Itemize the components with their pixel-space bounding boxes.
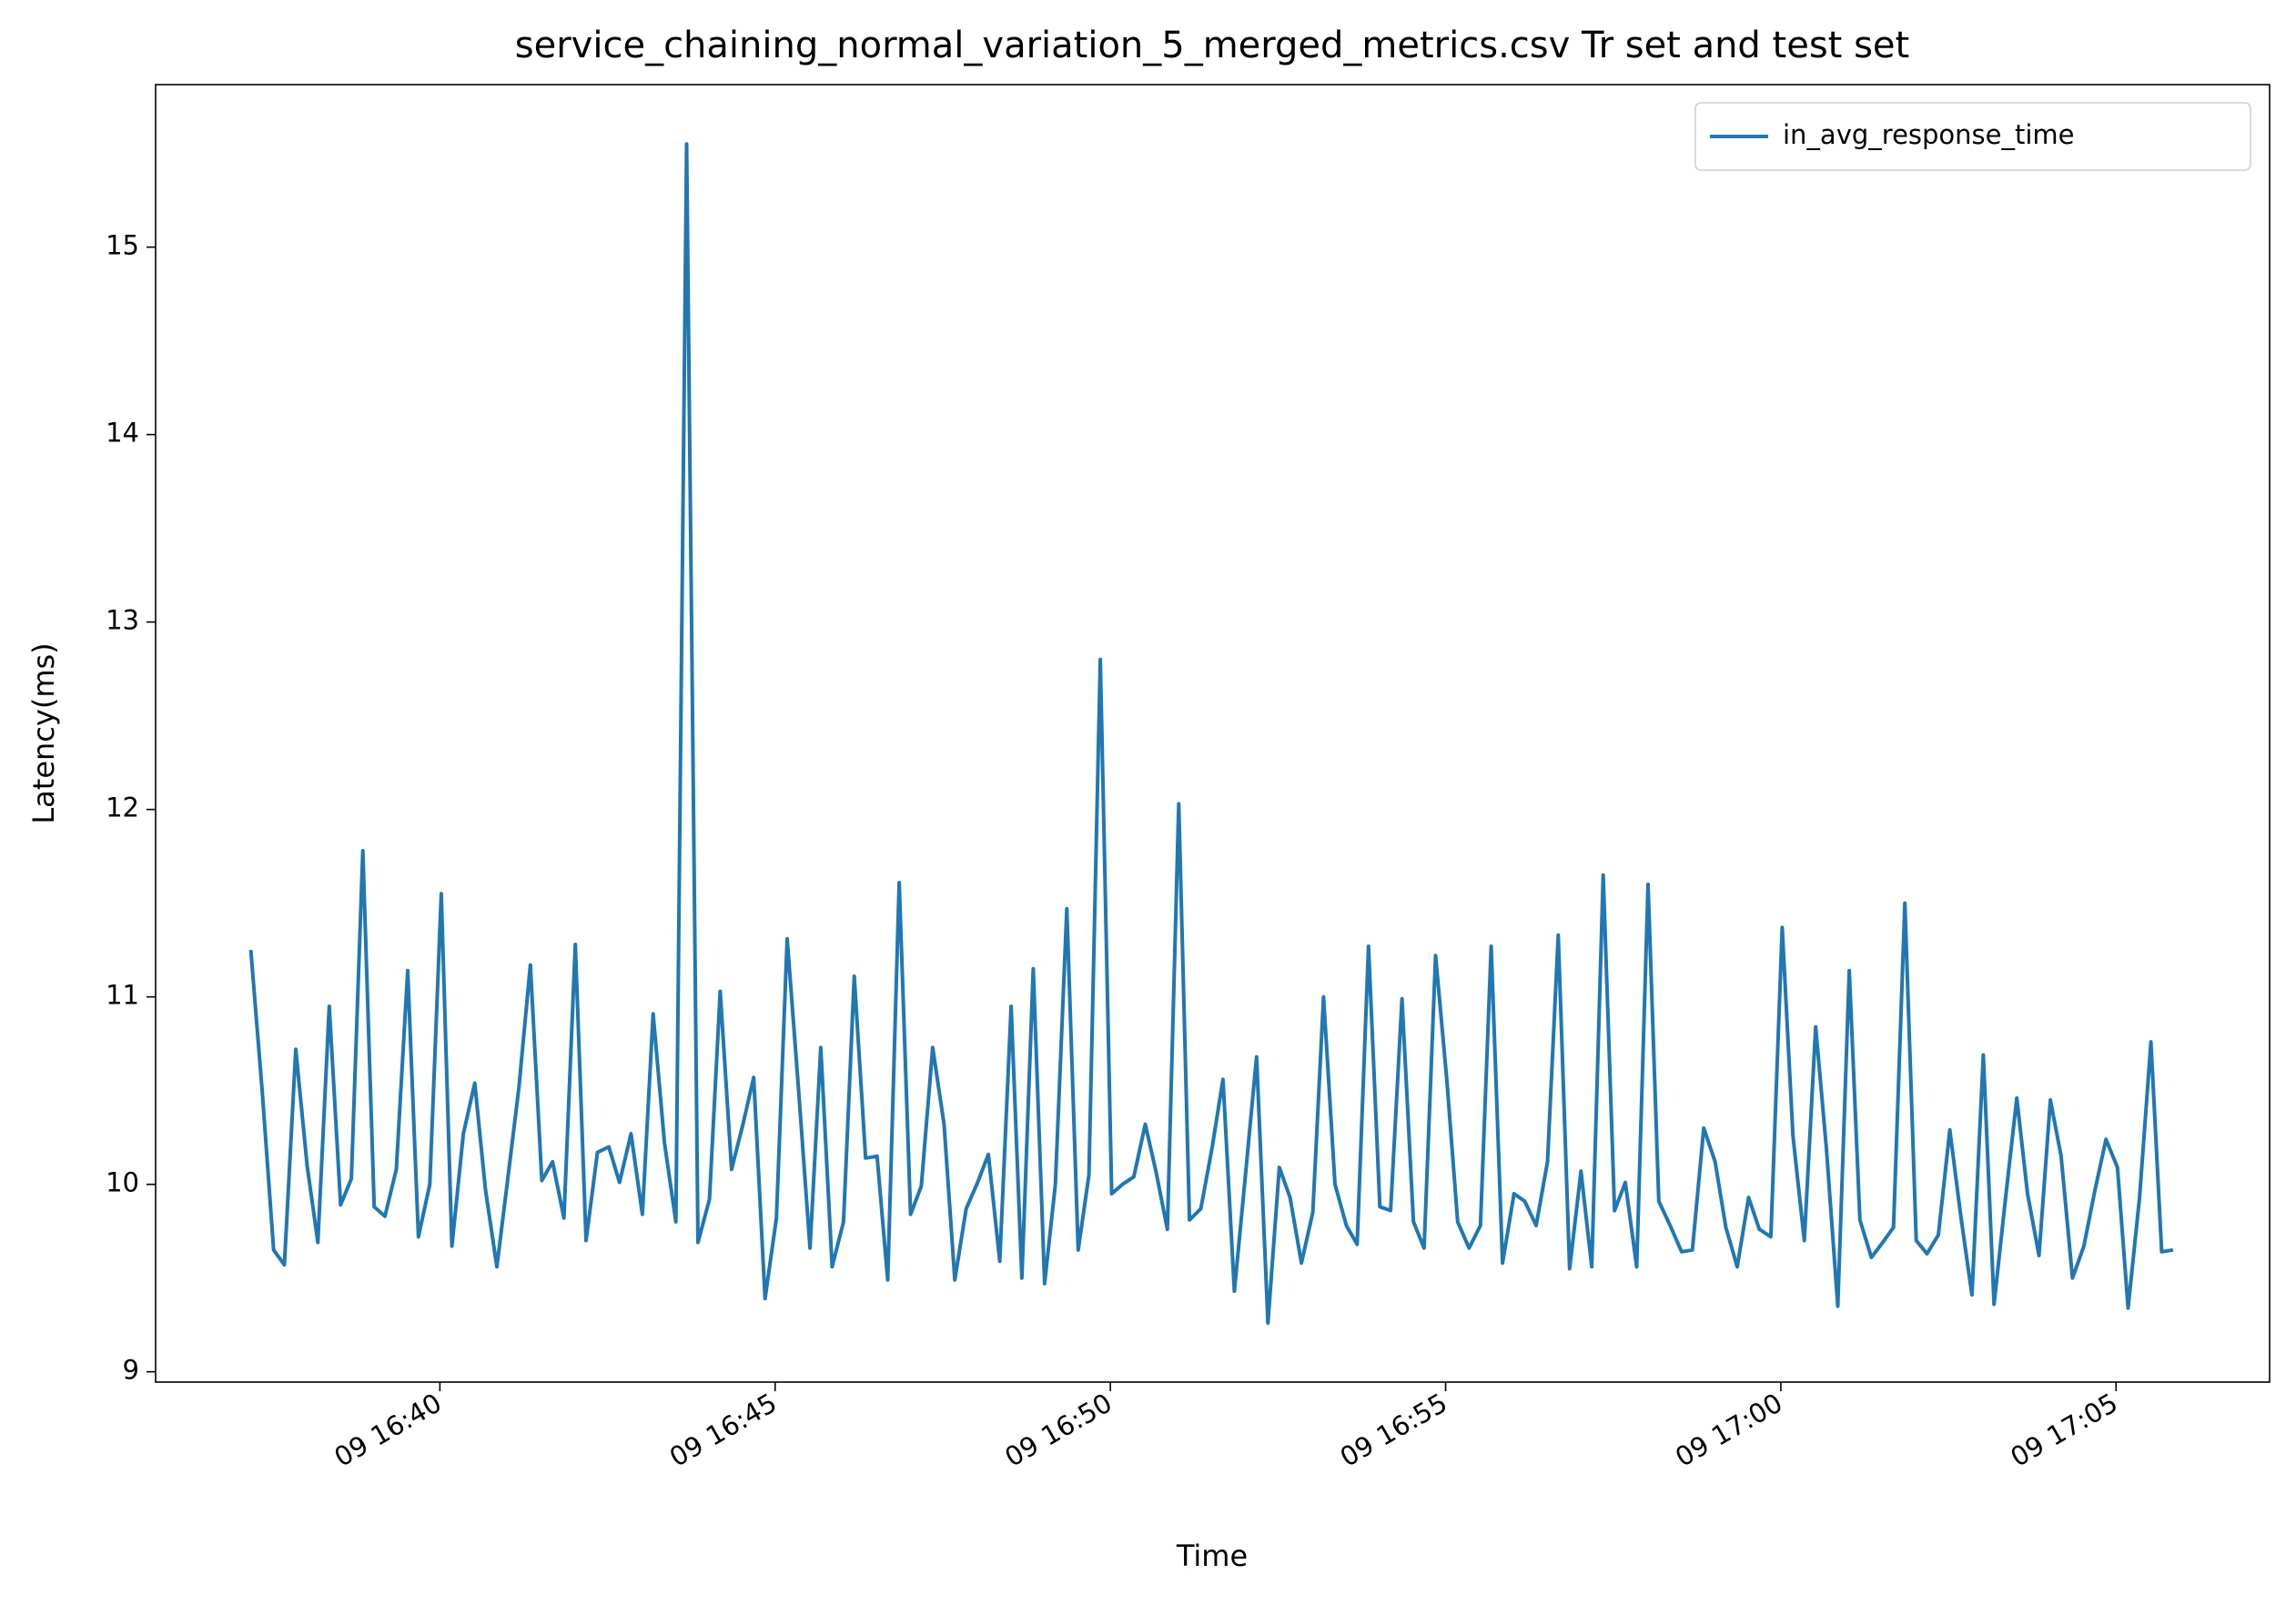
x-tick-label: 09 16:40 <box>329 1388 447 1473</box>
line-series <box>248 142 2174 1326</box>
chart-title: service_chaining_normal_variation_5_merg… <box>515 25 1909 66</box>
x-tick-label: 09 17:00 <box>1670 1388 1787 1473</box>
y-tick-label: 14 <box>106 418 139 449</box>
x-axis-label: Time <box>1176 1539 1248 1573</box>
plot-frame <box>155 84 2271 1383</box>
legend-box <box>1694 102 2251 171</box>
legend-label: in_avg_response_time <box>1783 119 2075 150</box>
y-tick-label: 10 <box>106 1167 139 1198</box>
y-tick-label: 9 <box>123 1355 139 1386</box>
x-tick-label: 09 16:45 <box>664 1388 782 1473</box>
y-tick-label: 15 <box>106 230 139 261</box>
x-tick-label: 09 17:05 <box>2005 1388 2122 1473</box>
x-tick-label: 09 16:55 <box>1335 1388 1452 1473</box>
y-axis-label: Latency(ms) <box>26 642 61 823</box>
y-tick-label: 13 <box>106 605 139 636</box>
y-tick-label: 11 <box>106 980 139 1011</box>
y-tick-label: 12 <box>106 792 139 823</box>
x-tick-label: 09 16:50 <box>999 1388 1117 1473</box>
